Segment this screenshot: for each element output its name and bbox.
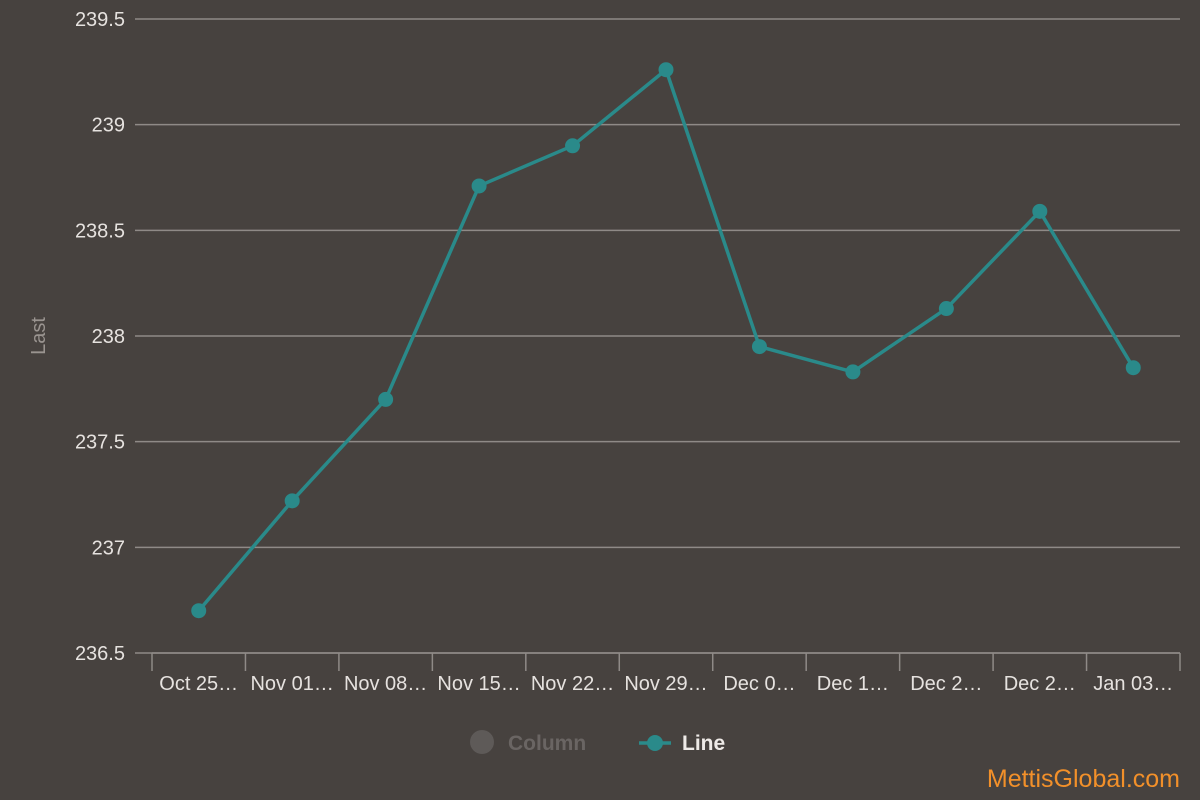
y-tick-label: 239 xyxy=(92,115,125,137)
data-point[interactable] xyxy=(658,62,674,78)
y-tick-label: 238.5 xyxy=(75,220,125,242)
y-tick-label: 237.5 xyxy=(75,432,125,454)
x-tick-label: Oct 25… xyxy=(159,673,238,695)
grid-lines xyxy=(135,18,1180,654)
y-axis-ticks: 236.5 237 237.5 238 238.5 239 239.5 xyxy=(75,9,125,665)
data-point[interactable] xyxy=(471,178,487,194)
x-tick-label: Nov 01… xyxy=(250,673,333,695)
watermark-text: MettisGlobal.com xyxy=(986,765,1180,793)
x-tick-label: Nov 15… xyxy=(437,673,520,695)
legend-marker-column[interactable] xyxy=(470,730,494,754)
data-point[interactable] xyxy=(1125,360,1141,376)
data-point[interactable] xyxy=(378,391,394,407)
x-tick-label: Nov 08… xyxy=(344,673,427,695)
x-tick-label: Nov 29… xyxy=(624,673,707,695)
data-point[interactable] xyxy=(1032,203,1048,219)
x-tick-label: Dec 2… xyxy=(1004,673,1076,695)
y-tick-label: 239.5 xyxy=(75,9,125,31)
legend-item-line[interactable]: Line xyxy=(682,732,725,755)
data-point[interactable] xyxy=(751,339,767,355)
x-tick-label: Dec 2… xyxy=(910,673,982,695)
x-tick-label: Jan 03… xyxy=(1093,673,1173,695)
legend-marker-line-dot[interactable] xyxy=(647,735,663,751)
legend: Column Line xyxy=(470,730,725,755)
x-tick-label: Dec 1… xyxy=(817,673,889,695)
y-axis-title: Last xyxy=(28,317,50,355)
y-tick-label: 237 xyxy=(92,537,125,559)
y-tick-label: 236.5 xyxy=(75,643,125,665)
series-line xyxy=(197,67,1135,612)
data-point[interactable] xyxy=(938,301,954,317)
series-group xyxy=(191,62,1141,619)
data-point[interactable] xyxy=(284,493,300,509)
x-tick-label: Dec 0… xyxy=(723,673,795,695)
legend-item-column[interactable]: Column xyxy=(508,732,586,755)
data-point[interactable] xyxy=(845,364,861,380)
y-tick-label: 238 xyxy=(92,326,125,348)
x-axis: Oct 25… Nov 01… Nov 08… Nov 15… Nov 22… Nov 2… xyxy=(151,652,1181,695)
x-tick-label: Nov 22… xyxy=(531,673,614,695)
data-point[interactable] xyxy=(191,603,207,619)
data-point[interactable] xyxy=(565,138,581,154)
